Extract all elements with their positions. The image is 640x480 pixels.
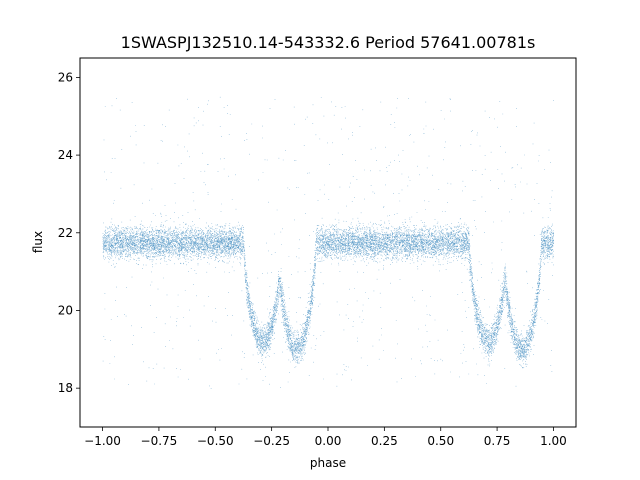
x-tick-label: 0.25 <box>371 434 398 448</box>
x-tick-label: −0.75 <box>141 434 178 448</box>
y-tick-label: 26 <box>58 70 73 84</box>
y-tick-label: 24 <box>58 148 73 162</box>
x-tick-label: 0.00 <box>315 434 342 448</box>
y-tick-label: 18 <box>58 381 73 395</box>
y-tick-label: 22 <box>58 226 73 240</box>
chart-title: 1SWASPJ132510.14-543332.6 Period 57641.0… <box>121 33 536 52</box>
scatter-points <box>102 96 554 389</box>
y-tick-label: 20 <box>58 303 73 317</box>
x-tick-label: −0.50 <box>197 434 234 448</box>
x-tick-label: 1.00 <box>540 434 567 448</box>
x-tick-label: −0.25 <box>253 434 290 448</box>
x-tick-label: −1.00 <box>84 434 121 448</box>
flux-points <box>102 96 554 389</box>
x-tick-label: 0.75 <box>484 434 511 448</box>
y-axis-ticks: 18 20 22 24 26 <box>58 70 80 395</box>
x-axis-ticks: −1.00 −0.75 −0.50 −0.25 0.00 0.25 0.50 0.75 1.00 <box>84 427 567 448</box>
x-axis-label: phase <box>310 456 346 470</box>
x-tick-label: 0.50 <box>427 434 454 448</box>
y-axis-label: flux <box>31 231 45 253</box>
